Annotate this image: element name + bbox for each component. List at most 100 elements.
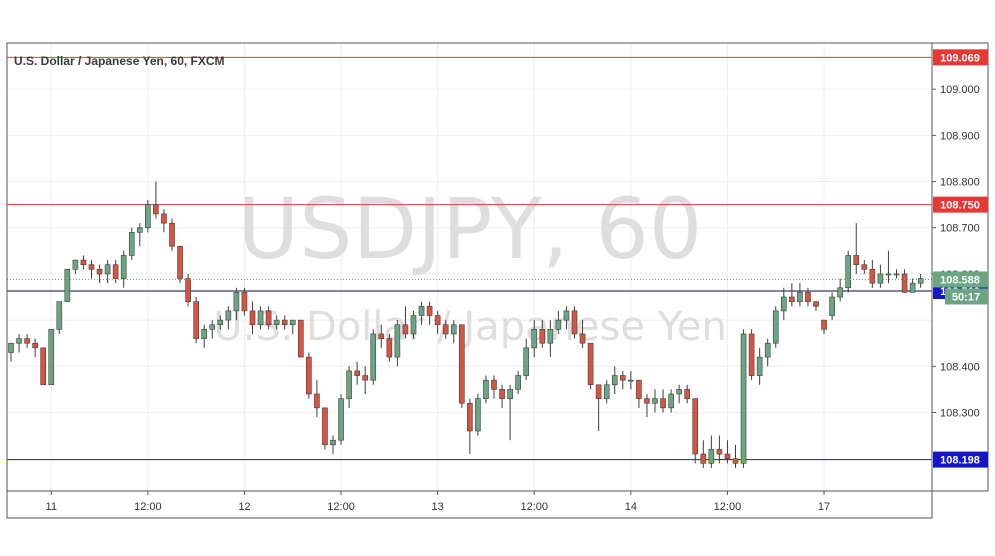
time-tick-label: 17 <box>818 501 830 513</box>
candle-up <box>209 324 216 330</box>
candle-down <box>169 222 175 247</box>
chart-title: U.S. Dollar / Japanese Yen, 60, FXCM <box>14 54 225 68</box>
candle-up <box>483 379 489 399</box>
candle-down <box>789 296 795 302</box>
candle-down <box>684 389 691 399</box>
candle-up <box>507 389 513 399</box>
candle-down <box>692 398 699 455</box>
candle-up <box>652 398 658 404</box>
candle-up <box>877 273 884 284</box>
countdown-tag-bg <box>945 288 988 305</box>
candle-down <box>724 453 731 459</box>
candle-up <box>797 292 803 302</box>
candle-down <box>853 255 860 265</box>
candle-up <box>56 301 63 330</box>
watermark: USDJPY, 60 U.S. Dollar / Japanese Yen <box>213 180 727 350</box>
candle-up <box>418 305 425 316</box>
current-price-tag-bg <box>933 271 988 288</box>
price-tick-label: 108.800 <box>940 177 980 189</box>
candle-down <box>458 324 465 404</box>
candle-down <box>96 269 103 275</box>
candle-up <box>233 292 240 312</box>
candle-down <box>579 333 586 344</box>
candle-down <box>660 398 666 409</box>
candle-up <box>531 329 538 349</box>
candle-up <box>128 232 135 256</box>
candle-down <box>32 342 38 349</box>
price-axis-frame <box>931 42 989 492</box>
candle-up <box>603 384 610 399</box>
candle-up <box>909 282 916 293</box>
candle-up <box>756 356 763 376</box>
time-tick-label: 12:00 <box>327 501 355 513</box>
watermark-symbol: USDJPY, 60 <box>238 180 703 278</box>
candle-down <box>644 398 650 404</box>
candle-down <box>499 389 505 399</box>
candle-down <box>249 310 256 326</box>
candle-down <box>434 315 441 326</box>
horizontal-levels <box>7 56 932 461</box>
level-price-tag-bg <box>933 196 988 213</box>
time-tick-label: 12:00 <box>520 501 548 513</box>
candle-down <box>153 204 159 215</box>
candle-down <box>619 375 626 381</box>
candle-up <box>410 315 417 335</box>
candle-up <box>829 296 835 316</box>
price-tick-label: 108.700 <box>940 223 980 235</box>
grid <box>7 43 932 491</box>
candle-up <box>837 287 843 298</box>
candle-up <box>338 398 344 441</box>
candle-down <box>571 310 578 335</box>
candle-down <box>306 356 312 395</box>
candle-down <box>297 319 304 358</box>
time-tick-label: 12:00 <box>134 501 162 513</box>
candle-up <box>104 264 111 275</box>
candle-up <box>48 329 55 386</box>
candle-down <box>467 402 473 432</box>
candle-down <box>88 264 95 270</box>
candle-down <box>813 301 819 307</box>
candle-down <box>748 333 755 376</box>
candle-down <box>112 264 119 279</box>
candle-up <box>845 255 852 289</box>
candle-up <box>120 255 127 279</box>
candle-up <box>708 449 715 464</box>
candle-up <box>740 333 747 464</box>
candle-up <box>330 439 336 446</box>
candle-down <box>861 264 868 270</box>
candle-up <box>668 393 674 409</box>
candle-up <box>201 329 207 339</box>
candle-down <box>587 342 594 386</box>
candle-up <box>394 324 401 358</box>
candle-up <box>893 273 900 276</box>
price-tick-label: 108.900 <box>940 130 980 142</box>
candle-down <box>185 278 191 302</box>
candle-up <box>225 310 232 321</box>
candle-down <box>378 333 385 339</box>
time-tick-label: 12:00 <box>714 501 742 513</box>
price-tick-label: 109.000 <box>940 84 980 96</box>
price-tick-label: 108.400 <box>940 361 980 373</box>
candle-up <box>450 324 457 335</box>
candle-up <box>780 296 787 312</box>
candle-up <box>917 278 924 284</box>
candle-down <box>386 338 393 358</box>
candle-down <box>716 449 723 455</box>
candle-up <box>764 342 771 358</box>
candle-up <box>547 329 554 344</box>
candle-up <box>885 273 892 276</box>
level-price-tag: 109.069 <box>940 52 980 64</box>
candle-up <box>628 379 634 382</box>
time-tick-label: 14 <box>625 501 637 513</box>
current-price-tag: 108.588 <box>940 274 980 286</box>
candle-down <box>265 310 272 326</box>
candle-down <box>805 292 811 302</box>
candle-up <box>72 259 79 270</box>
candle-up <box>611 375 618 386</box>
candle-down <box>80 259 87 265</box>
candle-down <box>354 370 360 376</box>
time-tick-label: 11 <box>46 501 57 513</box>
time-axis-frame <box>6 490 933 519</box>
